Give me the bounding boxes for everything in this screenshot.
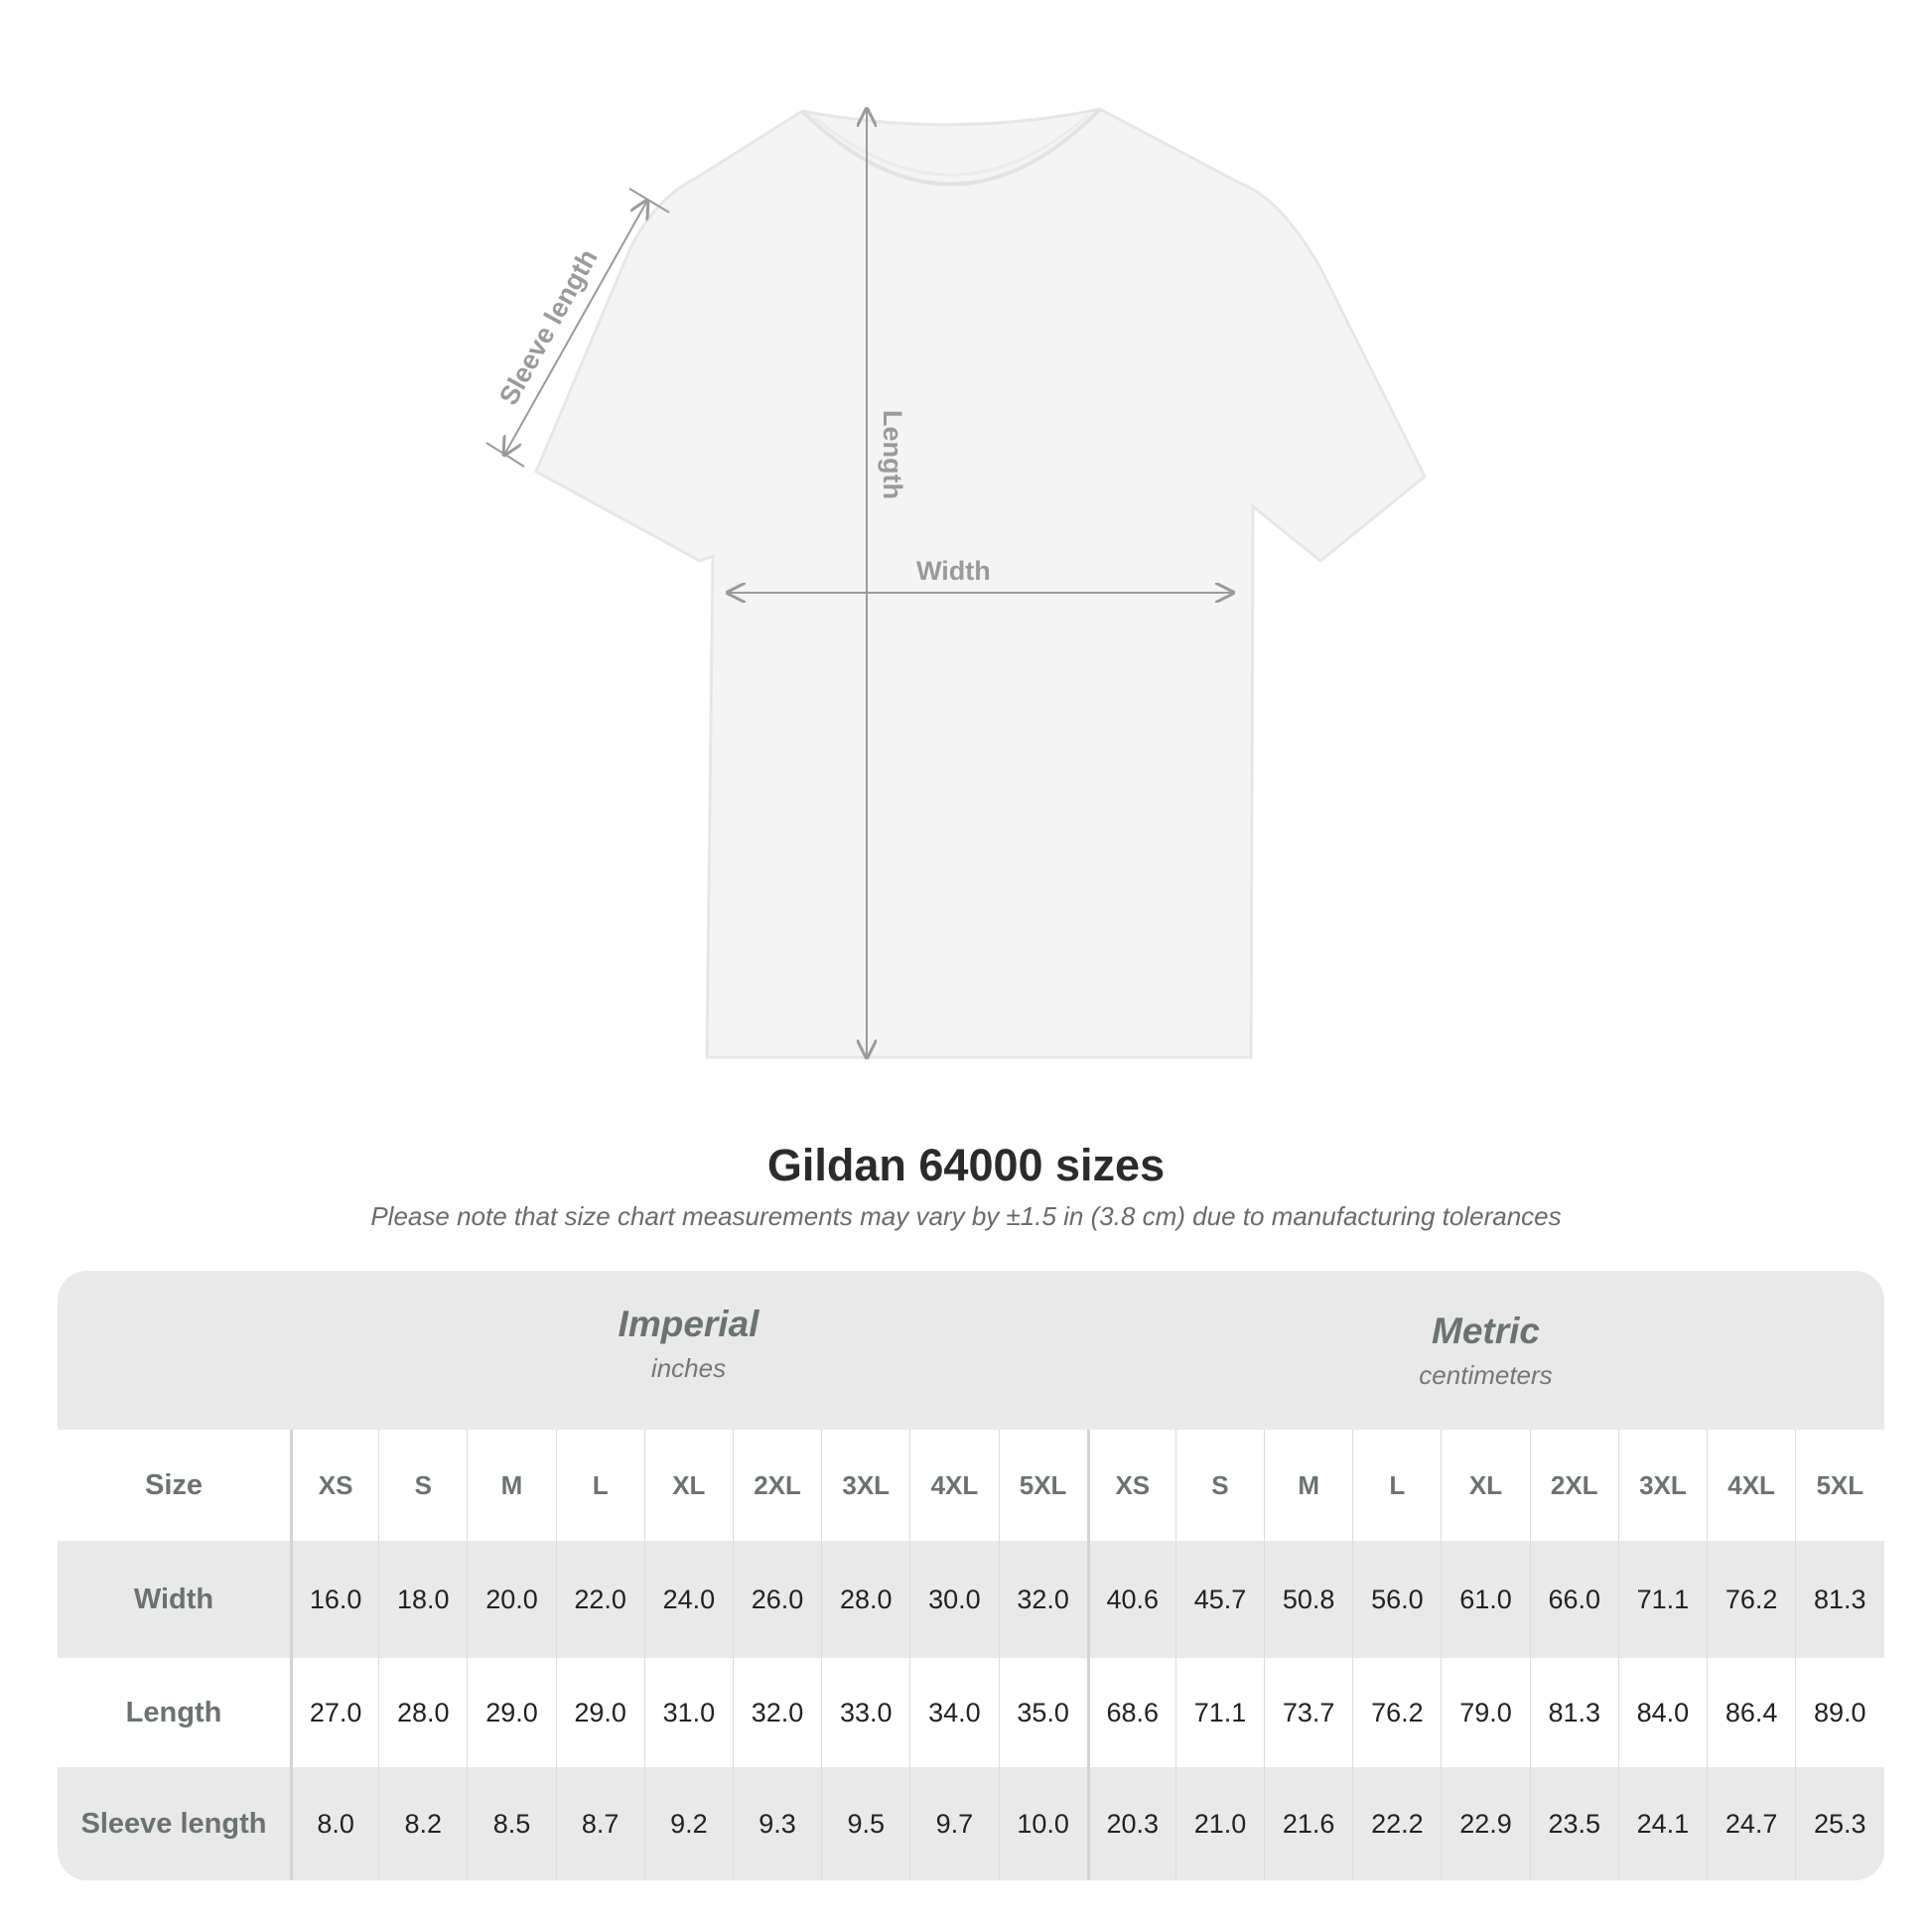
size-header-metric: L: [1352, 1430, 1441, 1541]
table-cell: 24.7: [1707, 1767, 1795, 1880]
table-cell: 9.3: [732, 1767, 821, 1880]
row-label: Sleeve length: [80, 1807, 267, 1840]
imperial-unit: inches: [650, 1353, 727, 1383]
table-cell: 35.0: [998, 1658, 1087, 1767]
imperial-title: Imperial: [618, 1304, 759, 1344]
table-cell: 21.0: [1174, 1767, 1264, 1880]
row-label: Length: [125, 1696, 222, 1728]
size-header-imperial: XL: [643, 1430, 733, 1541]
table-cell: 81.3: [1529, 1658, 1618, 1767]
size-header-imperial: 5XL: [998, 1430, 1087, 1541]
table-cell: 18.0: [378, 1541, 467, 1658]
size-header-metric: 4XL: [1707, 1430, 1795, 1541]
table-cell: 76.2: [1352, 1658, 1441, 1767]
size-header-imperial: S: [378, 1430, 467, 1541]
width-label: Width: [916, 556, 991, 586]
table-cell: 9.2: [643, 1767, 733, 1880]
table-cell: 28.0: [821, 1541, 909, 1658]
table-cell: 16.0: [290, 1541, 378, 1658]
table-cell: 10.0: [998, 1767, 1087, 1880]
row-label: Width: [133, 1583, 214, 1615]
table-cell: 71.1: [1617, 1541, 1707, 1658]
table-cell: 71.1: [1174, 1658, 1264, 1767]
tolerance-note: Please note that size chart measurements…: [370, 1201, 1562, 1231]
table-cell: 56.0: [1352, 1541, 1441, 1658]
table-cell: 25.3: [1795, 1767, 1883, 1880]
table-cell: 66.0: [1529, 1541, 1618, 1658]
table-cell: 26.0: [732, 1541, 821, 1658]
size-row: Size XS S M L XL 2XL 3XL 4XL 5XL XS S M L XL 2XL 3XL 4XL…: [58, 1430, 1884, 1541]
sleeve-arrow: [504, 201, 647, 455]
table-cell: 9.5: [821, 1767, 909, 1880]
table-cell: 33.0: [821, 1658, 909, 1767]
table-cell: 84.0: [1617, 1658, 1707, 1767]
table-cell: 20.0: [467, 1541, 555, 1658]
metric-unit: centimeters: [1419, 1360, 1553, 1390]
size-header-metric: 2XL: [1529, 1430, 1618, 1541]
table-cell: 8.2: [378, 1767, 467, 1880]
table-cell: 73.7: [1264, 1658, 1352, 1767]
table-cell: 50.8: [1264, 1541, 1352, 1658]
size-table: Imperial inches Metric centimeters Size …: [58, 1271, 1884, 1880]
table-cell: 32.0: [732, 1658, 821, 1767]
size-header-imperial: 4XL: [909, 1430, 998, 1541]
table-cell: 61.0: [1441, 1541, 1529, 1658]
size-header-metric: 3XL: [1617, 1430, 1707, 1541]
table-cell: 24.0: [643, 1541, 733, 1658]
table-cell: 23.5: [1529, 1767, 1618, 1880]
size-header-metric: XL: [1441, 1430, 1529, 1541]
size-header-metric: XS: [1086, 1430, 1175, 1541]
size-header-metric: 5XL: [1795, 1430, 1883, 1541]
table-cell: 24.1: [1617, 1767, 1707, 1880]
table-cell: 68.6: [1086, 1658, 1175, 1767]
table-cell: 34.0: [909, 1658, 998, 1767]
table-cell: 86.4: [1707, 1658, 1795, 1767]
table-cell: 8.5: [467, 1767, 555, 1880]
size-header-imperial: XS: [290, 1430, 378, 1541]
table-cell: 40.6: [1086, 1541, 1175, 1658]
table-cell: 9.7: [909, 1767, 998, 1880]
size-header-imperial: L: [555, 1430, 644, 1541]
size-label: Size: [144, 1468, 204, 1501]
table-cell: 29.0: [555, 1658, 644, 1767]
table-cell: 76.2: [1707, 1541, 1795, 1658]
tshirt-collar: [800, 107, 1102, 187]
table-cell: 79.0: [1441, 1658, 1529, 1767]
length-label: Length: [878, 410, 907, 499]
table-cell: 28.0: [378, 1658, 467, 1767]
table-cell: 27.0: [290, 1658, 378, 1767]
size-header-imperial: 2XL: [732, 1430, 821, 1541]
table-cell: 32.0: [998, 1541, 1087, 1658]
table-cell: 45.7: [1174, 1541, 1264, 1658]
metric-header: Metric centimeters: [1087, 1271, 1884, 1430]
table-cell: 89.0: [1795, 1658, 1883, 1767]
table-cell: 22.2: [1352, 1767, 1441, 1880]
size-header-metric: M: [1264, 1430, 1352, 1541]
imperial-header: Imperial inches: [290, 1271, 1087, 1430]
table-row: Sleeve length 8.0 8.2 8.5 8.7 9.2 9.3 9.5 9.7 10.…: [58, 1767, 1884, 1880]
table-cell: 81.3: [1795, 1541, 1883, 1658]
chart-title: Gildan 64000 sizes: [766, 1140, 1166, 1190]
table-cell: 22.9: [1441, 1767, 1529, 1880]
table-cell: 8.7: [555, 1767, 644, 1880]
table-cell: 21.6: [1264, 1767, 1352, 1880]
table-cell: 31.0: [643, 1658, 733, 1767]
table-cell: 20.3: [1086, 1767, 1175, 1880]
table-cell: 22.0: [555, 1541, 644, 1658]
size-header-imperial: M: [467, 1430, 555, 1541]
table-row: Length 27.0 28.0 29.0 29.0 31.0 32.0 33.0 34.0 35…: [58, 1658, 1884, 1767]
table-cell: 8.0: [290, 1767, 378, 1880]
table-cell: 30.0: [909, 1541, 998, 1658]
size-header-metric: S: [1174, 1430, 1264, 1541]
tshirt-diagram: Sleeve length Length Width: [485, 0, 1427, 1092]
table-row: Width 16.0 18.0 20.0 22.0 24.0 26.0 28.0 30.0 32.…: [58, 1541, 1884, 1658]
metric-title: Metric: [1432, 1311, 1540, 1351]
size-header-imperial: 3XL: [821, 1430, 909, 1541]
table-cell: 29.0: [467, 1658, 555, 1767]
